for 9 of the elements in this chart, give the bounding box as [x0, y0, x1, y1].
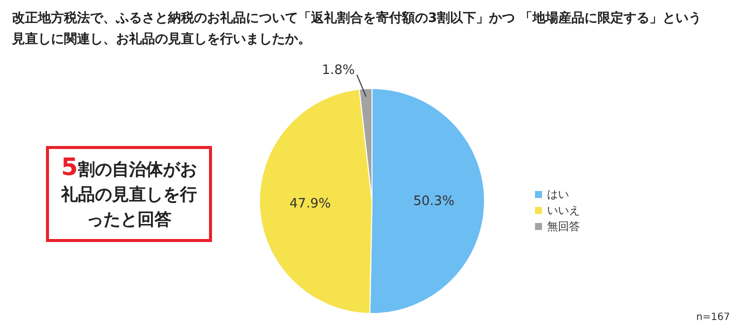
data-label: 47.9%: [290, 196, 331, 212]
legend-label: はい: [547, 186, 569, 202]
legend-label: いいえ: [547, 202, 580, 218]
data-label: 1.8%: [322, 63, 355, 78]
text: 5割の自治体がお礼品の見直しを行ったと回答: [46, 146, 212, 242]
data-label: 50.3%: [413, 194, 455, 209]
legend-label: 無回答: [547, 218, 580, 234]
text: n=167: [696, 312, 730, 323]
chart-title: 改正地方税法で、ふるさと納税のお礼品について「返礼割合を寄付額の3割以下」かつ 「地場産品に限定する」という見直しに関連し、お礼品の見直しを行いましたか。: [12, 10, 703, 49]
